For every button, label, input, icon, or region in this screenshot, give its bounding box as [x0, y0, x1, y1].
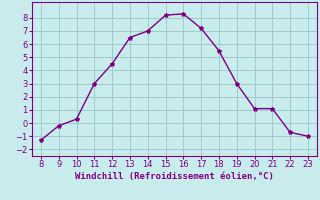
X-axis label: Windchill (Refroidissement éolien,°C): Windchill (Refroidissement éolien,°C) [75, 172, 274, 181]
